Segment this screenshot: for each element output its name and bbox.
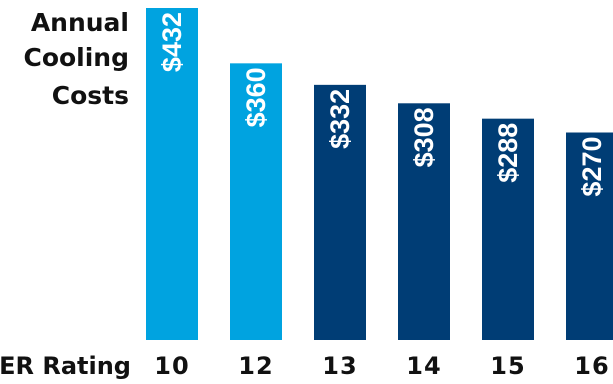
bar-seer-13: [314, 84, 366, 340]
bar-seer-10: [146, 8, 198, 340]
x-axis-tick-labels: 10 12 13 14 15 16: [154, 352, 609, 380]
bar-series: [146, 8, 613, 341]
bar-seer-15: [482, 118, 534, 341]
x-axis-label: SEER Rating: [0, 352, 131, 380]
x-tick-label-10: 10: [154, 352, 189, 380]
bar-value-label-10: $432: [157, 12, 187, 72]
bar-value-label-16: $270: [577, 137, 607, 197]
x-tick-label-15: 15: [490, 352, 525, 380]
bar-value-label-12: $360: [241, 67, 271, 127]
chart-title: Annual Cooling Costs: [23, 8, 129, 110]
x-tick-label-16: 16: [574, 352, 609, 380]
bar-seer-16: [566, 132, 613, 340]
x-tick-label-13: 13: [322, 352, 357, 380]
bar-value-label-14: $308: [409, 107, 439, 167]
x-tick-label-12: 12: [238, 352, 273, 380]
title-line-1: Annual: [31, 8, 129, 37]
bar-value-labels: $432 $360 $332 $308 $288 $270: [157, 12, 607, 197]
bar-value-label-15: $288: [493, 123, 523, 183]
x-tick-label-14: 14: [406, 352, 441, 380]
title-line-3: Costs: [52, 81, 129, 110]
bar-seer-14: [398, 103, 450, 340]
title-line-2: Cooling: [23, 43, 129, 72]
bar-seer-12: [230, 63, 282, 340]
bar-value-label-13: $332: [325, 89, 355, 149]
